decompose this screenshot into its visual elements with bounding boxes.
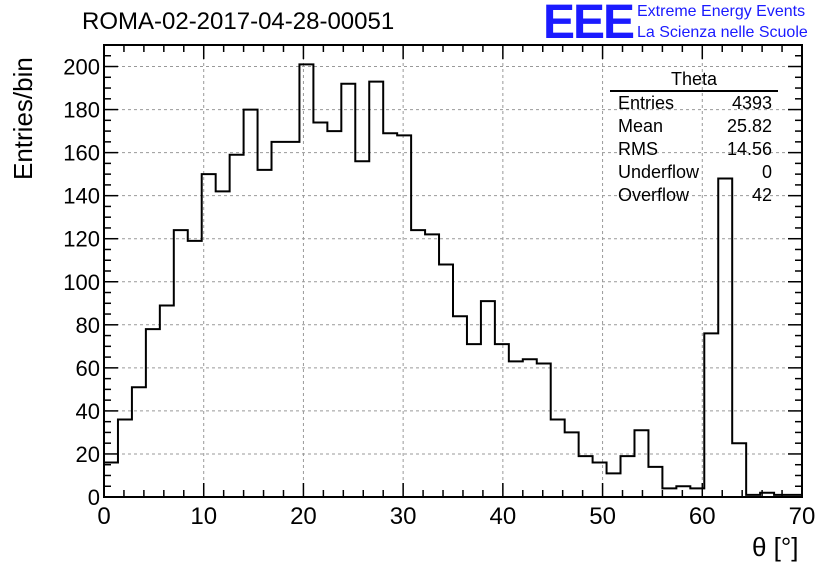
stats-row: Overflow 42 <box>610 184 778 207</box>
histogram-bin <box>397 135 411 497</box>
histogram-bin <box>467 344 481 497</box>
y-tick-label: 160 <box>63 141 100 166</box>
histogram-bin <box>272 142 286 497</box>
histogram-bin <box>244 110 258 497</box>
histogram-bin <box>299 64 313 497</box>
histogram-bin <box>648 467 662 497</box>
histogram-bin <box>551 420 565 497</box>
histogram-bin <box>369 82 383 497</box>
histogram-bin <box>676 486 690 497</box>
stats-value: 0 <box>761 162 772 182</box>
x-tick-label: 20 <box>290 503 317 530</box>
y-tick-label: 120 <box>63 227 100 252</box>
histogram-bin <box>732 443 746 497</box>
histogram-bin <box>258 170 272 497</box>
histogram-bin <box>495 344 509 497</box>
histogram-bin <box>313 122 327 497</box>
y-tick-label: 200 <box>63 55 100 80</box>
histogram-bin <box>160 305 174 497</box>
histogram-bin <box>202 174 216 497</box>
histogram-bin <box>383 133 397 497</box>
y-tick-label: 0 <box>88 485 100 510</box>
histogram-bin <box>453 316 467 497</box>
histogram-bin <box>104 463 118 497</box>
histogram-series <box>103 63 803 497</box>
histogram-bin <box>188 241 202 497</box>
histogram-bin <box>327 131 341 497</box>
histogram-bin <box>132 387 146 497</box>
stats-value: 42 <box>751 185 772 205</box>
logo-text-line1: Extreme Energy Events <box>637 3 806 20</box>
x-tick-label: 60 <box>689 503 716 530</box>
stats-label: Mean <box>618 116 664 136</box>
stats-row: Underflow 0 <box>610 161 778 184</box>
x-tick-label: 50 <box>589 503 616 530</box>
y-tick-label: 40 <box>76 399 100 424</box>
x-tick-label: 0 <box>97 503 110 530</box>
histogram-bin <box>439 265 453 497</box>
histogram-bin <box>704 333 718 497</box>
histogram-bin <box>593 463 607 497</box>
histogram-outline <box>103 63 803 497</box>
x-tick-label: 40 <box>490 503 517 530</box>
x-tick-label: 30 <box>390 503 417 530</box>
histogram-bin <box>411 230 425 497</box>
y-axis-label: Entries/bin <box>8 57 38 180</box>
histogram-bin <box>481 301 495 497</box>
tick-labels: 0 10 20 30 40 50 60 70 0 20 40 60 80 100 120 140 160 180 2… <box>63 55 815 530</box>
stats-label: Entries <box>618 93 675 113</box>
stats-value: 14.56 <box>726 139 772 159</box>
histogram-bin <box>509 361 523 497</box>
y-tick-label: 140 <box>63 184 100 209</box>
stats-box: Theta Entries 4393 Mean 25.82 RMS 14.56 … <box>610 68 778 207</box>
axis-ticks <box>103 44 803 498</box>
chart-title: ROMA-02-2017-04-28-00051 <box>82 8 395 35</box>
histogram-bin <box>285 142 299 497</box>
y-tick-label: 100 <box>63 270 100 295</box>
stats-value: 4393 <box>731 93 772 113</box>
histogram-bin <box>634 430 648 497</box>
histogram-bin <box>579 456 593 497</box>
histogram-bin <box>230 155 244 497</box>
histogram-bin <box>537 364 551 497</box>
histogram-bin <box>118 420 132 497</box>
stats-label: RMS <box>618 139 658 159</box>
histogram-bin <box>662 488 676 497</box>
histogram-bin <box>341 84 355 497</box>
logo-text-line2: La Scienza nelle Scuole <box>637 24 808 41</box>
stats-title: Theta <box>610 68 778 92</box>
y-tick-label: 180 <box>63 98 100 123</box>
histogram-bin <box>174 230 188 497</box>
histogram-bin <box>607 473 621 497</box>
stats-row: RMS 14.56 <box>610 138 778 161</box>
histogram-bin <box>718 178 732 497</box>
y-tick-label: 60 <box>76 356 100 381</box>
x-axis-label: θ [°] <box>752 532 799 562</box>
eee-logo: EEE <box>543 0 635 49</box>
stats-value: 25.82 <box>726 116 772 136</box>
histogram-bin <box>355 161 369 497</box>
histogram-bin <box>565 432 579 497</box>
stats-label: Underflow <box>618 162 700 182</box>
x-tick-label: 70 <box>789 503 816 530</box>
stats-row: Mean 25.82 <box>610 115 778 138</box>
stats-label: Overflow <box>618 185 690 205</box>
histogram-bin <box>146 329 160 497</box>
stats-row: Entries 4393 <box>610 92 778 115</box>
histogram-bin <box>216 191 230 497</box>
y-tick-label: 20 <box>76 442 100 467</box>
x-tick-label: 10 <box>190 503 217 530</box>
histogram-bin <box>425 234 439 497</box>
histogram-bin <box>523 359 537 497</box>
y-tick-label: 80 <box>76 313 100 338</box>
